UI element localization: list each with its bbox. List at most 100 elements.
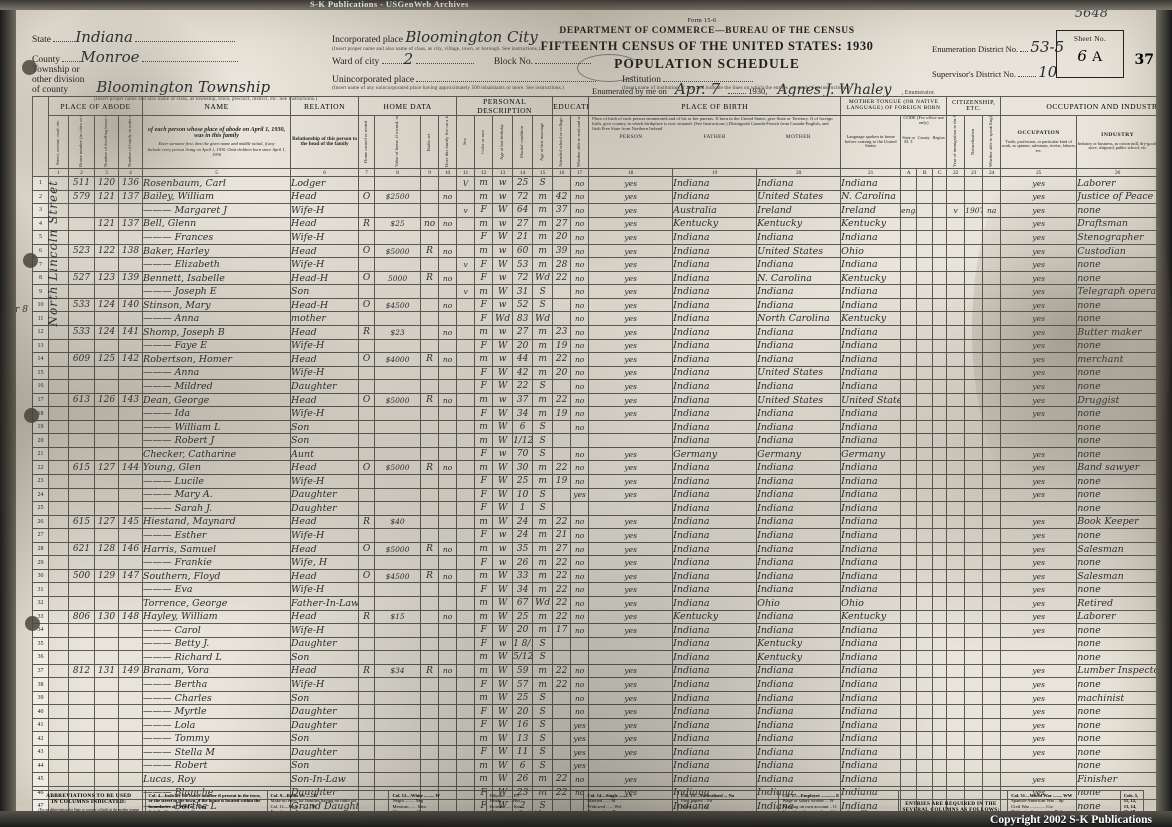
cell-code-b xyxy=(932,311,948,326)
cell-attended-school: no xyxy=(570,257,590,272)
cell-age: 20 xyxy=(512,338,534,354)
cell-age-first-marriage: 19 xyxy=(552,474,572,489)
cell-age: 24 xyxy=(512,514,534,530)
cell-street xyxy=(48,690,69,706)
cell-sex-check xyxy=(456,406,476,421)
subhead-marital-condition: Marital condition xyxy=(512,115,534,169)
cell-occupation: none xyxy=(1076,758,1160,774)
cell-age: 21 xyxy=(512,230,534,245)
cell-attended-school: no xyxy=(570,677,590,692)
cell-code-a xyxy=(916,568,934,584)
cell-read-write xyxy=(588,650,674,665)
cell-color-race: W xyxy=(492,758,514,774)
cell-house-number xyxy=(68,744,95,760)
cell-marital-condition: S xyxy=(532,650,554,665)
cell-year-immigration xyxy=(964,650,984,665)
cell-speaks-english: yes xyxy=(1000,785,1078,801)
cell-radio-set xyxy=(420,257,440,272)
cell-color-race: W xyxy=(492,690,514,706)
cell-birthplace-mother: N. Carolina xyxy=(840,189,902,205)
cell-occupation: none xyxy=(1076,677,1160,692)
cell-code-b xyxy=(932,352,948,367)
cell-read-write: yes xyxy=(588,311,674,326)
footer-block-line: First papers .. Pa xyxy=(681,798,712,804)
cell-person-name: Young, Glen xyxy=(142,460,292,476)
cell-dwelling-number xyxy=(94,528,119,543)
cell-birthplace-mother: Indiana xyxy=(840,623,902,638)
cell-year-immigration xyxy=(964,609,984,625)
cell-language-spoken xyxy=(900,392,918,408)
footer-block-line: Spanish-American War .. Sp xyxy=(1011,798,1064,804)
cell-read-write: yes xyxy=(588,568,674,584)
cell-birthplace-mother: Indiana xyxy=(840,555,902,570)
cell-age: 23 xyxy=(512,785,534,801)
cell-radio-set xyxy=(420,338,440,354)
cell-code-a xyxy=(916,704,934,719)
cell-family-number xyxy=(117,744,144,760)
cell-read-write xyxy=(588,419,674,435)
cell-dwelling-number: 123 xyxy=(94,270,119,286)
cell-color-race: W xyxy=(492,338,514,354)
cell-home-owned-rented: O xyxy=(358,568,376,584)
field-label-block-no: Block No. xyxy=(493,57,533,67)
cell-street xyxy=(48,419,69,435)
cell-home-value xyxy=(374,379,422,394)
cell-sex-check xyxy=(456,352,476,367)
cell-attended-school: yes xyxy=(570,758,590,774)
subhead-attended-school: Attended school or college any time sinc… xyxy=(552,115,572,169)
cell-color-race: W xyxy=(492,433,514,448)
cell-year-immigration xyxy=(964,528,984,543)
cell-marital-condition: S xyxy=(532,446,554,462)
cell-occupation: none xyxy=(1076,501,1160,516)
cell-family-number xyxy=(117,650,144,665)
field-value-incorporated-place: Bloomington City xyxy=(405,28,538,46)
footer-block-head: Col. 27—Employer ............ E xyxy=(782,793,840,798)
cell-street xyxy=(48,392,69,408)
cell-family-number: 144 xyxy=(117,460,144,476)
cell-speaks-english: yes xyxy=(1000,595,1078,611)
footer-block-line: Col. 11—Male .......... M xyxy=(270,803,316,809)
cell-occupation: Salesman xyxy=(1076,541,1160,557)
group-place-of-birth: PLACE OF BIRTH xyxy=(588,96,842,116)
cell-relation: Wife-H xyxy=(290,257,360,272)
cell-occupation: Lumber Inspector xyxy=(1076,663,1160,679)
cell-code-b xyxy=(932,379,948,394)
cell-language-spoken xyxy=(900,460,918,476)
cell-lives-on-farm: no xyxy=(438,243,458,259)
cell-birthplace-person: Indiana xyxy=(672,717,758,733)
cell-home-value xyxy=(374,758,422,774)
cell-color-race: w xyxy=(492,243,514,259)
cell-birthplace-mother: Indiana xyxy=(840,230,902,245)
cell-street xyxy=(48,704,69,719)
cell-house-number: 615 xyxy=(68,460,95,476)
cell-code-c xyxy=(946,704,966,719)
cell-age: 33 xyxy=(512,568,534,584)
cell-dwelling-number xyxy=(94,487,119,503)
cell-birthplace-father: North Carolina xyxy=(756,311,842,326)
cell-sex: F xyxy=(474,338,494,354)
cell-year-immigration xyxy=(964,189,984,205)
cell-attended-school: no xyxy=(570,514,590,530)
cell-person-name: ——— William L xyxy=(142,419,292,435)
cell-naturalization xyxy=(982,717,1002,733)
row-line-number: 36 xyxy=(32,650,49,665)
cell-naturalization xyxy=(982,704,1002,719)
cell-birthplace-father: Indiana xyxy=(756,582,842,597)
cell-house-number xyxy=(68,636,95,652)
cell-color-race: W xyxy=(492,203,514,218)
table-row: 34 ——— Carol Wife-H F W 20 m 17 no yes Indiana Indi… xyxy=(32,623,1172,638)
cell-street xyxy=(48,446,69,462)
cell-birthplace-father: Indiana xyxy=(756,785,842,801)
cell-color-race: W xyxy=(492,474,514,489)
cell-code-c xyxy=(946,270,966,286)
field-label-county: County xyxy=(32,55,60,65)
cell-year-immigration xyxy=(964,487,984,503)
cell-code-b xyxy=(932,460,948,476)
row-line-number: 39 xyxy=(32,690,49,706)
cell-age: 6 xyxy=(512,419,534,435)
cell-code-b xyxy=(932,176,948,191)
cell-lives-on-farm: no xyxy=(438,189,458,205)
cell-radio-set: R xyxy=(420,392,440,408)
